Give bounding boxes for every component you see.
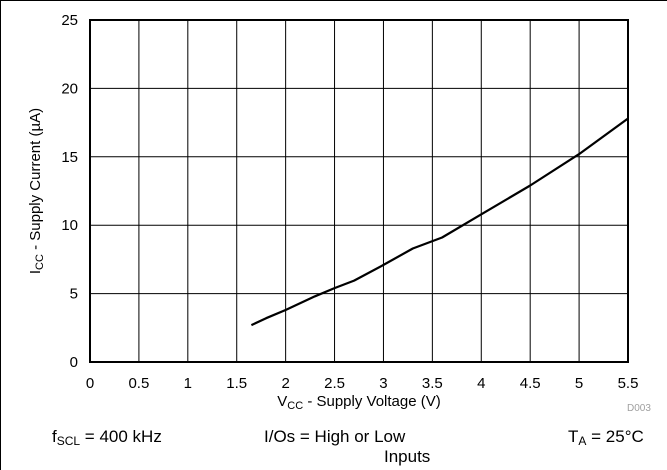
x-tick-label: 5 bbox=[575, 375, 583, 392]
x-tick-label: 0.5 bbox=[128, 375, 149, 392]
x-tick-label: 3 bbox=[379, 375, 387, 392]
x-tick-label: 1 bbox=[184, 375, 192, 392]
y-tick-label: 10 bbox=[61, 217, 78, 234]
grid bbox=[89, 19, 629, 363]
y-tick-labels: 0 5 10 15 20 25 bbox=[61, 12, 78, 371]
figure-id: D003 bbox=[627, 403, 651, 414]
supply-current-chart: 0 0.5 1 1.5 2 2.5 3 3.5 4 4.5 5 5.5 0 5 10 15 20 25 VCC … bbox=[27, 12, 639, 412]
y-tick-label: 20 bbox=[61, 80, 78, 97]
fscl-condition: fSCL = 400 kHz bbox=[52, 427, 162, 448]
x-tick-label: 2 bbox=[281, 375, 289, 392]
x-tick-label: 0 bbox=[86, 375, 94, 392]
plot-area-frame bbox=[89, 19, 629, 363]
y-tick-label: 15 bbox=[61, 149, 78, 166]
figure-top-border bbox=[0, 0, 667, 1]
y-tick-label: 5 bbox=[70, 286, 78, 303]
ta-condition: TA = 25°C bbox=[568, 427, 644, 448]
series-layer bbox=[250, 117, 629, 327]
x-tick-labels: 0 0.5 1 1.5 2 2.5 3 3.5 4 4.5 5 5.5 bbox=[86, 375, 639, 392]
x-axis-label: VCC - Supply Voltage (V) bbox=[277, 393, 440, 412]
y-tick-label: 25 bbox=[61, 12, 78, 29]
ios-condition-line2: Inputs bbox=[384, 447, 431, 466]
y-axis-label: ICC - Supply Current (µA) bbox=[27, 108, 46, 274]
x-tick-label: 3.5 bbox=[422, 375, 443, 392]
x-tick-label: 4 bbox=[477, 375, 485, 392]
x-tick-label: 1.5 bbox=[226, 375, 247, 392]
supply-current-series-line bbox=[250, 117, 629, 327]
ios-condition-line1: I/Os = High or Low bbox=[264, 427, 406, 446]
x-tick-label: 5.5 bbox=[618, 375, 639, 392]
x-tick-label: 2.5 bbox=[324, 375, 345, 392]
x-tick-label: 4.5 bbox=[520, 375, 541, 392]
y-tick-label: 0 bbox=[70, 354, 78, 371]
figure-left-border bbox=[0, 0, 1, 470]
